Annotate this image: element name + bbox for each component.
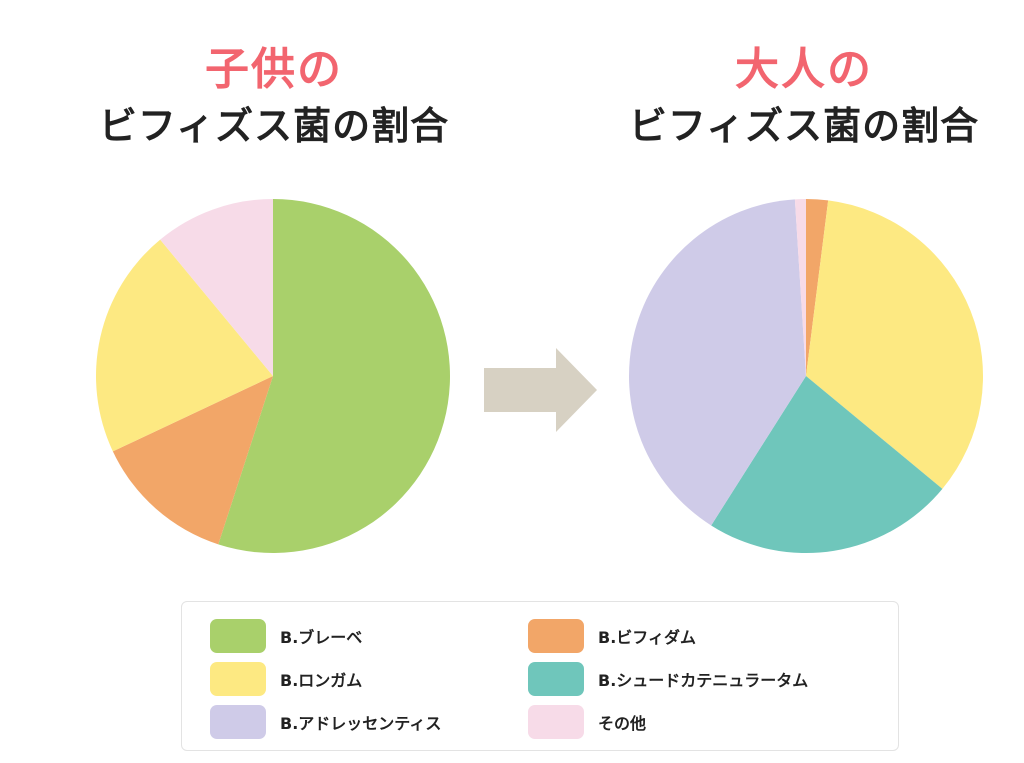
adult-pie-slice-5: [794, 199, 806, 376]
legend-label: B.ブレーベ: [280, 628, 363, 647]
adult-pie-slice-3: [711, 376, 943, 554]
child-pie-chart: [96, 199, 451, 554]
adult-pie-slice-2: [806, 200, 983, 489]
child-pie-slice-1: [218, 199, 451, 554]
legend-item: B.ビフィダム: [528, 619, 696, 653]
legend-label: B.ロンガム: [280, 671, 363, 690]
legend-swatch: [210, 619, 266, 653]
legend-item: B.ロンガム: [210, 662, 362, 696]
legend-label: B.シュードカテニュラータム: [598, 671, 809, 690]
adult-title-main: ビフィズス菌の割合: [628, 104, 980, 148]
adult-title: 大人の ビフィズス菌の割合: [594, 44, 1014, 150]
adult-pie-chart: [628, 199, 983, 554]
child-pie-slice-2: [112, 376, 273, 545]
adult-pie-slice-1: [806, 199, 829, 376]
legend-item: B.アドレッセンティス: [210, 705, 441, 739]
legend-label: B.アドレッセンティス: [280, 714, 442, 733]
arrow-right-icon: [484, 348, 597, 432]
adult-pie-slice-4: [628, 199, 806, 526]
child-title-accent: 子供の: [205, 44, 343, 95]
legend: B.ブレーベ B.ビフィダム B.ロンガム B.シュードカテニュラータム B.アドレッセ…: [181, 601, 899, 751]
charts-canvas: [96, 199, 983, 554]
child-pie-slice-3: [96, 239, 273, 452]
legend-item: B.シュードカテニュラータム: [528, 662, 808, 696]
legend-label: B.ビフィダム: [598, 628, 696, 647]
legend-item: その他: [528, 705, 646, 739]
legend-item: B.ブレーベ: [210, 619, 362, 653]
legend-label: その他: [598, 714, 647, 733]
adult-title-accent: 大人の: [735, 44, 873, 95]
legend-swatch: [528, 662, 584, 696]
child-pie-slice-4: [160, 199, 273, 376]
legend-swatch: [210, 662, 266, 696]
legend-swatch: [528, 619, 584, 653]
legend-swatch: [210, 705, 266, 739]
legend-swatch: [528, 705, 584, 739]
child-title: 子供の ビフィズス菌の割合: [64, 44, 484, 150]
child-title-main: ビフィズス菌の割合: [98, 104, 450, 148]
